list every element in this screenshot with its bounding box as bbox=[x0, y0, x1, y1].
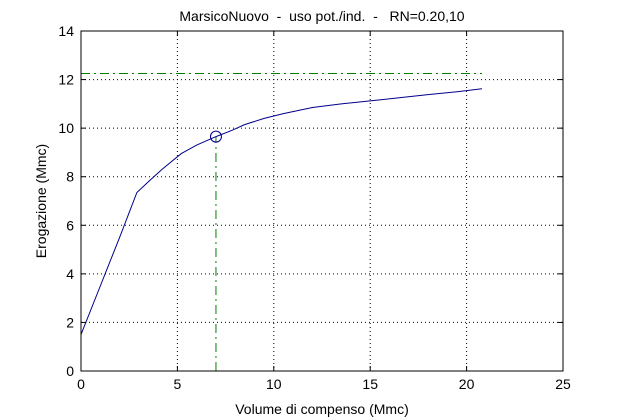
circle-marker bbox=[209, 130, 222, 143]
y-tick-label: 4 bbox=[66, 266, 74, 282]
x-axis-label: Volume di compenso (Mmc) bbox=[235, 401, 409, 417]
x-tick-label: 10 bbox=[266, 376, 282, 392]
y-tick-label: 8 bbox=[66, 169, 74, 185]
y-axis-label: Erogazione (Mmc) bbox=[33, 144, 49, 258]
x-tick-label: 20 bbox=[459, 376, 475, 392]
y-tick-label: 2 bbox=[66, 314, 74, 330]
axes-box bbox=[80, 30, 564, 372]
y-tick-label: 0 bbox=[66, 363, 74, 379]
grid-lines bbox=[81, 31, 563, 371]
highlight-marker bbox=[209, 130, 222, 143]
x-tick-label: 25 bbox=[555, 376, 571, 392]
data-series bbox=[80, 88, 483, 335]
axis-ticks: 0 5 10 15 20 25 0 2 4 6 8 10 12 14 bbox=[58, 23, 571, 392]
reference-lines bbox=[81, 73, 483, 371]
x-tick-label: 15 bbox=[362, 376, 378, 392]
y-tick-label: 6 bbox=[66, 217, 74, 233]
plot-area bbox=[81, 31, 563, 371]
chart-title: MarsicoNuovo - uso pot./ind. - RN=0.20,1… bbox=[179, 8, 464, 24]
y-tick-label: 14 bbox=[58, 23, 74, 39]
x-tick-label: 5 bbox=[174, 376, 182, 392]
y-tick-label: 12 bbox=[58, 72, 74, 88]
series-line bbox=[80, 88, 483, 335]
x-tick-label: 0 bbox=[77, 376, 85, 392]
y-tick-label: 10 bbox=[58, 120, 74, 136]
